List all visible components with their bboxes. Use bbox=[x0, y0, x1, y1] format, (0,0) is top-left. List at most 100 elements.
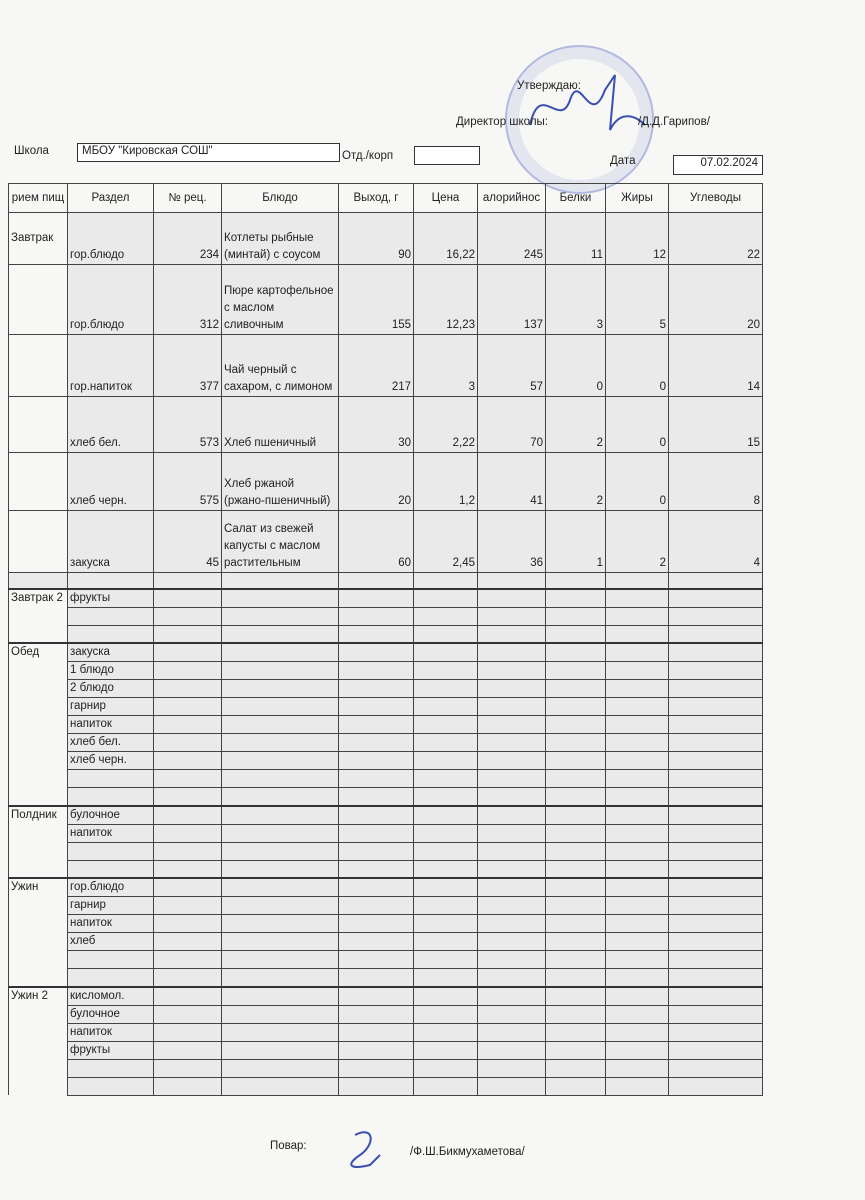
cell-protein: 2 bbox=[545, 452, 606, 511]
empty-cell bbox=[477, 986, 546, 1006]
col-protein: Белки bbox=[545, 183, 606, 213]
empty-cell bbox=[605, 877, 669, 897]
meal-cell bbox=[8, 607, 68, 625]
empty-cell bbox=[413, 642, 478, 662]
empty-cell bbox=[221, 968, 339, 987]
cell-kcal: 245 bbox=[477, 212, 546, 265]
meal-cell bbox=[8, 896, 68, 915]
director-label: Директор школы: bbox=[456, 116, 548, 128]
cell-recipe: 45 bbox=[153, 510, 222, 573]
table-row: гор.блюдо 312 Пюре картофельное с маслом с… bbox=[8, 264, 763, 335]
cell-price: 1,2 bbox=[413, 452, 478, 511]
cell-section: гор.блюдо bbox=[67, 877, 154, 897]
empty-cell bbox=[545, 859, 606, 879]
empty-cell bbox=[477, 606, 546, 626]
cell-price: 2,45 bbox=[413, 510, 478, 573]
empty-cell bbox=[605, 986, 669, 1006]
empty-cell bbox=[153, 968, 222, 987]
empty-cell bbox=[338, 877, 414, 897]
empty-cell bbox=[338, 1004, 414, 1024]
cell-protein: 3 bbox=[545, 264, 606, 335]
empty-cell bbox=[605, 968, 669, 987]
empty-cell bbox=[413, 950, 478, 969]
empty-cell bbox=[221, 606, 339, 626]
empty-cell bbox=[153, 572, 222, 589]
empty-cell bbox=[668, 769, 763, 788]
cell-section: 2 блюдо bbox=[67, 679, 154, 698]
cell-yield: 30 bbox=[338, 396, 414, 453]
table-row: фрукты bbox=[8, 1040, 763, 1060]
empty-cell bbox=[668, 1058, 763, 1078]
empty-cell bbox=[221, 751, 339, 770]
empty-cell bbox=[338, 841, 414, 861]
col-dish: Блюдо bbox=[221, 183, 339, 213]
meal-cell bbox=[8, 334, 68, 397]
cell-yield: 60 bbox=[338, 510, 414, 573]
empty-cell bbox=[221, 1022, 339, 1042]
empty-cell bbox=[668, 679, 763, 698]
empty-cell bbox=[413, 1058, 478, 1078]
cell-section: фрукты bbox=[67, 1040, 154, 1060]
empty-cell bbox=[413, 1022, 478, 1042]
empty-cell bbox=[153, 896, 222, 915]
empty-cell bbox=[67, 572, 154, 589]
empty-cell bbox=[668, 606, 763, 626]
empty-cell bbox=[605, 914, 669, 933]
empty-cell bbox=[477, 1004, 546, 1024]
cell-recipe: 234 bbox=[153, 212, 222, 265]
empty-cell bbox=[545, 572, 606, 589]
cell-recipe: 377 bbox=[153, 334, 222, 397]
empty-cell bbox=[477, 968, 546, 987]
empty-cell bbox=[413, 877, 478, 897]
empty-cell bbox=[338, 823, 414, 843]
empty-cell bbox=[153, 859, 222, 879]
cell-kcal: 57 bbox=[477, 334, 546, 397]
table-row: булочное bbox=[8, 1004, 763, 1024]
cell-section: гарнир bbox=[67, 697, 154, 716]
cell-section: хлеб черн. bbox=[67, 452, 154, 511]
empty-cell bbox=[668, 859, 763, 879]
empty-cell bbox=[545, 697, 606, 716]
empty-cell bbox=[668, 896, 763, 915]
empty-cell bbox=[605, 588, 669, 608]
table-row: Ужин гор.блюдо bbox=[8, 877, 763, 897]
empty-cell bbox=[338, 1058, 414, 1078]
table-row: гарнир bbox=[8, 896, 763, 915]
empty-cell bbox=[338, 1022, 414, 1042]
meal-cell bbox=[8, 1023, 68, 1041]
cell-section: напиток bbox=[67, 1022, 154, 1042]
empty-cell bbox=[605, 642, 669, 662]
meal-cell bbox=[8, 914, 68, 933]
empty-cell bbox=[477, 932, 546, 951]
table-row bbox=[8, 841, 763, 861]
empty-cell bbox=[605, 859, 669, 879]
cell-price: 3 bbox=[413, 334, 478, 397]
meal-cell bbox=[8, 824, 68, 842]
empty-cell bbox=[477, 877, 546, 897]
cook-signature bbox=[350, 1131, 381, 1168]
col-yield: Выход, г bbox=[338, 183, 414, 213]
empty-cell bbox=[338, 624, 414, 644]
empty-cell bbox=[605, 769, 669, 788]
table-row bbox=[8, 787, 763, 806]
meal-cell: Ужин bbox=[8, 877, 68, 897]
empty-cell bbox=[477, 679, 546, 698]
empty-cell bbox=[153, 1076, 222, 1096]
empty-cell bbox=[413, 572, 478, 589]
empty-cell bbox=[477, 588, 546, 608]
cell-section bbox=[67, 841, 154, 861]
empty-cell bbox=[477, 896, 546, 915]
empty-cell bbox=[413, 733, 478, 752]
empty-cell bbox=[338, 896, 414, 915]
empty-cell bbox=[668, 715, 763, 734]
meal-cell bbox=[8, 1077, 68, 1095]
meal-cell bbox=[8, 264, 68, 335]
meal-cell bbox=[8, 1005, 68, 1023]
empty-cell bbox=[413, 769, 478, 788]
empty-cell bbox=[153, 914, 222, 933]
cell-recipe: 312 bbox=[153, 264, 222, 335]
table-row: напиток bbox=[8, 914, 763, 933]
empty-cell bbox=[545, 769, 606, 788]
empty-cell bbox=[668, 751, 763, 770]
meal-cell bbox=[8, 787, 68, 806]
